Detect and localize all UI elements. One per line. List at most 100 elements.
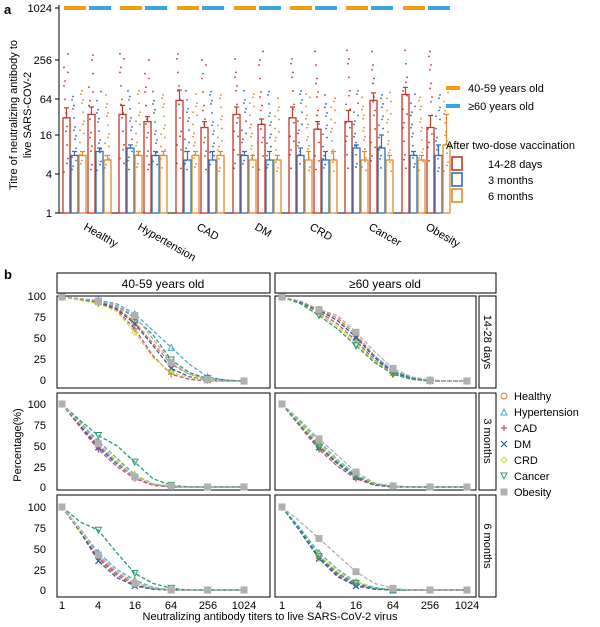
scatter-dot [221, 127, 223, 130]
b-ytick-label: 25 [34, 462, 46, 474]
scatter-dot [100, 160, 102, 163]
scatter-dot [361, 108, 363, 111]
scatter-dot [292, 89, 294, 92]
scatter-dot [204, 118, 206, 121]
scatter-dot [429, 50, 431, 53]
scatter-dot [212, 121, 214, 123]
scatter-dot [96, 99, 98, 102]
scatter-dot [435, 127, 437, 130]
scatter-dot [347, 62, 349, 65]
bar [385, 159, 394, 214]
scatter-dot [121, 116, 123, 119]
a-ytick-label: 4 [46, 169, 52, 181]
marker-square [167, 586, 175, 594]
scatter-dot [422, 148, 424, 150]
bar [183, 159, 192, 214]
scatter-dot [178, 103, 180, 106]
legend-label-healthy: Healthy [514, 391, 552, 403]
bar [95, 150, 104, 214]
scatter-dot [308, 169, 310, 172]
scatter-dot [374, 146, 376, 149]
scatter-dot [414, 93, 416, 95]
scatter-dot [361, 96, 363, 99]
scatter-dot [298, 129, 300, 132]
scatter-dot [386, 121, 388, 124]
scatter-dot [67, 53, 69, 55]
scatter-dot [388, 139, 390, 142]
scatter-dot [92, 54, 94, 57]
scatter-dot [192, 135, 194, 138]
marker-diamond [131, 328, 139, 336]
bar [321, 159, 330, 214]
marker-triangle-down [352, 579, 360, 588]
scatter-dot [260, 109, 262, 112]
scatter-dot [105, 163, 107, 166]
scatter-dot [152, 103, 154, 105]
scatter-dot [241, 129, 243, 132]
scatter-dot [276, 170, 278, 173]
scatter-dot [378, 124, 380, 127]
scatter-dot [345, 103, 347, 106]
scatter-dot [414, 162, 416, 165]
scatter-dot [220, 106, 222, 109]
scatter-dot [245, 120, 247, 123]
scatter-dot [357, 102, 359, 105]
scatter-dot [122, 130, 124, 133]
scatter-dot [236, 103, 238, 106]
marker-x [94, 557, 102, 565]
series-line-obesity [281, 403, 467, 488]
marker-square [58, 503, 66, 511]
marker-square [352, 568, 360, 576]
subplot-40-59-6-months [56, 494, 271, 598]
scatter-dot [120, 66, 122, 69]
scatter-dot [106, 103, 108, 105]
scatter-dot [355, 153, 357, 156]
scatter-dot [348, 94, 350, 97]
scatter-dot [249, 102, 251, 105]
scatter-dot [127, 89, 129, 92]
scatter-dot [300, 102, 302, 105]
scatter-dot [120, 103, 122, 106]
scatter-dot [412, 132, 414, 135]
row-header-box-14-28-days [478, 295, 497, 389]
scatter-dot [153, 99, 155, 102]
series-line-hypertension [61, 403, 244, 488]
scatter-dot [389, 91, 391, 94]
b-ytick-label: 50 [34, 544, 46, 556]
scatter-dot [333, 100, 335, 103]
legend-label-obesity: Obesity [514, 487, 552, 499]
scatter-dot [192, 123, 194, 126]
scatter-dot [63, 85, 65, 87]
bar [426, 126, 435, 214]
panel-b-xticks-right: 1 4 16 64 256 1024 [279, 600, 479, 612]
scatter-dot [108, 145, 110, 148]
marker-square [426, 483, 434, 491]
scatter-dot [219, 167, 221, 169]
b-ytick-label: 75 [34, 420, 46, 432]
scatter-dot [293, 103, 295, 106]
scatter-dot [326, 136, 328, 139]
bar [87, 113, 96, 214]
subplot-60-plus-6-months [274, 494, 477, 598]
panel-b-plots [56, 292, 477, 598]
scatter-dot [437, 157, 439, 160]
scatter-dot [386, 97, 388, 100]
scatter-dot [436, 148, 438, 151]
scatter-dot [221, 115, 223, 118]
scatter-dot [386, 109, 388, 112]
scatter-dot [324, 163, 326, 166]
scatter-dot [323, 167, 325, 169]
series-line-crd [61, 506, 244, 591]
scatter-dot [277, 109, 279, 112]
bar [232, 113, 241, 214]
panel-a-ref-bars [64, 6, 450, 10]
scatter-dot [331, 152, 333, 155]
marker-circle [131, 318, 139, 326]
scatter-dot [192, 111, 194, 114]
scatter-dot [177, 71, 179, 74]
panel-a-vacc-legend: After two-dose vaccination 14-28 days 3 … [446, 140, 575, 203]
legend-label-cad: CAD [514, 423, 537, 435]
scatter-dot [307, 148, 309, 150]
legend-swatch-60-plus [446, 104, 460, 108]
scatter-dot [357, 89, 359, 92]
